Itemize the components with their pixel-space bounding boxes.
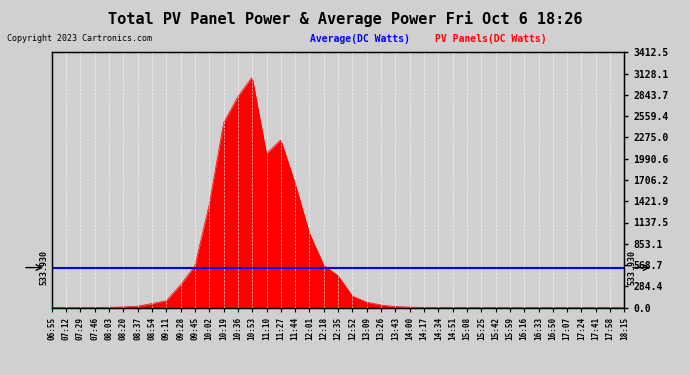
Text: PV Panels(DC Watts): PV Panels(DC Watts) [435, 34, 546, 44]
Text: 533.930: 533.930 [627, 250, 636, 285]
Text: 533.930: 533.930 [40, 250, 49, 285]
Text: Total PV Panel Power & Average Power Fri Oct 6 18:26: Total PV Panel Power & Average Power Fri… [108, 11, 582, 27]
Text: Average(DC Watts): Average(DC Watts) [310, 34, 411, 44]
Text: Copyright 2023 Cartronics.com: Copyright 2023 Cartronics.com [7, 34, 152, 43]
